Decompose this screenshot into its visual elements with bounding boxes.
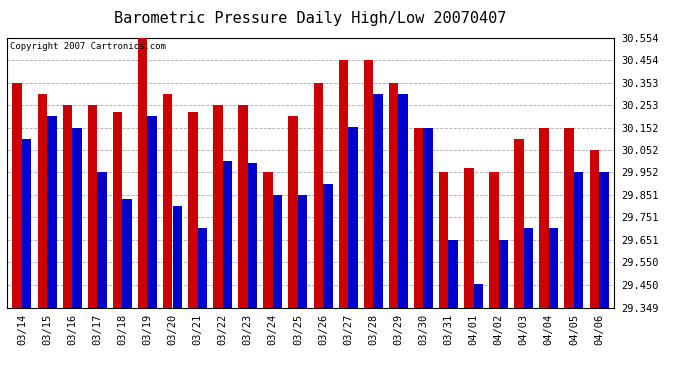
Bar	[148, 116, 157, 308]
Text: Barometric Pressure Daily High/Low 20070407: Barometric Pressure Daily High/Low 20070…	[115, 11, 506, 26]
Bar	[72, 128, 81, 308]
Bar	[172, 206, 182, 308]
Bar	[122, 199, 132, 308]
Bar	[540, 128, 549, 308]
Bar	[464, 168, 473, 308]
Bar	[339, 60, 348, 308]
Bar	[599, 172, 609, 308]
Bar	[473, 284, 483, 308]
Bar	[188, 112, 197, 308]
Bar	[238, 105, 248, 308]
Bar	[223, 161, 233, 308]
Bar	[12, 82, 22, 308]
Bar	[514, 139, 524, 308]
Bar	[138, 38, 148, 308]
Bar	[499, 240, 509, 308]
Bar	[414, 128, 424, 308]
Bar	[97, 172, 107, 308]
Bar	[313, 82, 323, 308]
Bar	[439, 172, 449, 308]
Bar	[348, 128, 357, 308]
Bar	[489, 172, 499, 308]
Bar	[112, 112, 122, 308]
Bar	[589, 150, 599, 308]
Bar	[364, 60, 373, 308]
Bar	[197, 228, 207, 308]
Bar	[47, 116, 57, 308]
Bar	[524, 228, 533, 308]
Bar	[448, 240, 458, 308]
Bar	[163, 94, 172, 308]
Bar	[248, 163, 257, 308]
Bar	[388, 82, 398, 308]
Bar	[288, 116, 298, 308]
Bar	[273, 195, 282, 308]
Bar	[63, 105, 72, 308]
Bar	[564, 128, 574, 308]
Text: Copyright 2007 Cartronics.com: Copyright 2007 Cartronics.com	[10, 42, 166, 51]
Bar	[398, 94, 408, 308]
Bar	[88, 105, 97, 308]
Bar	[373, 94, 383, 308]
Bar	[323, 184, 333, 308]
Bar	[213, 105, 223, 308]
Bar	[424, 128, 433, 308]
Bar	[549, 228, 558, 308]
Bar	[298, 195, 308, 308]
Bar	[264, 172, 273, 308]
Bar	[37, 94, 47, 308]
Bar	[574, 172, 584, 308]
Bar	[22, 139, 32, 308]
